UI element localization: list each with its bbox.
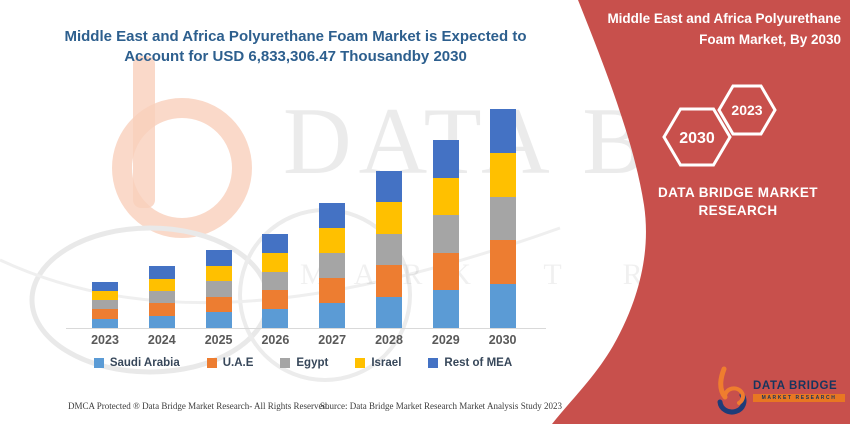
bar-2026-segment-egypt <box>262 271 289 291</box>
logo-subtitle: MARKET RESEARCH <box>761 395 837 401</box>
bar-2025-segment-rest-of-mea <box>205 250 232 266</box>
data-bridge-logo: DATA BRIDGE MARKET RESEARCH <box>712 364 850 418</box>
bar-2023-segment-rest-of-mea <box>92 281 118 291</box>
bar-2030-segment-israel <box>489 152 516 197</box>
footer-dmca-text: DMCA Protected ® Data Bridge Market Rese… <box>68 401 330 411</box>
bar-2023-segment-israel <box>92 290 118 301</box>
bar-2025 <box>205 250 232 328</box>
logo-name: DATA BRIDGE <box>753 380 838 392</box>
bar-2028-segment-rest-of-mea <box>376 170 402 203</box>
data-bridge-logo-icon <box>717 366 747 415</box>
bar-2027 <box>319 203 346 328</box>
bar-2026-segment-u-a-e <box>262 290 289 310</box>
bar-2025-segment-u-a-e <box>205 296 232 313</box>
bar-2029-segment-saudi-arabia <box>432 290 459 328</box>
bar-2026-segment-israel <box>262 252 289 272</box>
bar-2026 <box>262 234 289 328</box>
bar-2027-segment-rest-of-mea <box>319 203 346 229</box>
bar-2023-segment-saudi-arabia <box>92 318 118 328</box>
legend-item-egypt: Egypt <box>280 357 328 369</box>
bar-2029-segment-rest-of-mea <box>432 139 459 178</box>
legend-swatch-egypt <box>280 358 291 368</box>
bar-2027-segment-saudi-arabia <box>319 303 346 328</box>
bar-2027-segment-egypt <box>319 253 346 279</box>
bar-2030-segment-rest-of-mea <box>489 109 516 153</box>
bar-2028-segment-u-a-e <box>376 265 402 297</box>
x-tick-2024: 2024 <box>147 333 176 347</box>
legend: Saudi Arabia U.A.E Egypt Israel Rest of MEA <box>58 357 548 369</box>
bar-2028-segment-israel <box>376 202 402 234</box>
panel-title-line2: Foam Market, By 2030 <box>699 31 841 47</box>
bar-2023 <box>92 281 118 328</box>
legend-label-u-a-e: U.A.E <box>222 357 254 369</box>
x-tick-2025: 2025 <box>204 333 233 347</box>
bar-2023-segment-egypt <box>92 300 118 310</box>
bar-2024-segment-saudi-arabia <box>148 315 175 328</box>
bar-2027-segment-israel <box>319 228 346 254</box>
legend-item-israel: Israel <box>355 357 401 369</box>
panel-title-line1: Middle East and Africa Polyurethane <box>607 11 841 26</box>
logo-strip: MARKET RESEARCH <box>753 394 845 402</box>
legend-label-israel: Israel <box>371 357 402 369</box>
bar-2028 <box>376 170 402 328</box>
bar-2029-segment-u-a-e <box>432 252 459 291</box>
legend-item-rest-of-mea: Rest of MEA <box>428 357 512 369</box>
x-axis-labels: 2023 2024 2025 2026 2027 2028 2029 2030 <box>68 333 546 349</box>
bar-2029-segment-israel <box>432 177 459 216</box>
brand-wordmark: DATA BRIDGE MARKET RESEARCH <box>658 185 818 218</box>
x-axis-line <box>66 328 546 329</box>
bar-2030-segment-egypt <box>489 196 516 241</box>
bar-2026-segment-rest-of-mea <box>262 234 289 253</box>
legend-label-egypt: Egypt <box>296 357 329 369</box>
legend-swatch-u-a-e <box>206 358 217 368</box>
bar-2025-segment-saudi-arabia <box>205 312 232 328</box>
bar-2029 <box>432 139 459 328</box>
bar-2026-segment-saudi-arabia <box>262 309 289 328</box>
bar-2024-segment-u-a-e <box>148 303 175 316</box>
x-tick-2026: 2026 <box>261 333 290 347</box>
bar-2028-segment-saudi-arabia <box>376 296 402 328</box>
x-tick-2030: 2030 <box>488 333 517 347</box>
bar-2030-segment-saudi-arabia <box>489 284 516 328</box>
bar-2027-segment-u-a-e <box>319 278 346 304</box>
legend-swatch-rest-of-mea <box>428 358 439 368</box>
footer-source-text: Source: Data Bridge Market Research Mark… <box>320 401 562 411</box>
logo-text-block: DATA BRIDGE MARKET RESEARCH <box>753 380 845 402</box>
bar-2024-segment-rest-of-mea <box>148 266 175 279</box>
x-tick-2027: 2027 <box>318 333 347 347</box>
x-tick-2029: 2029 <box>431 333 460 347</box>
bar-2024-segment-egypt <box>148 290 175 304</box>
plot-area <box>68 109 546 328</box>
legend-item-saudi-arabia: Saudi Arabia <box>93 357 180 369</box>
bar-2029-segment-egypt <box>432 215 459 253</box>
x-tick-2028: 2028 <box>375 333 403 347</box>
legend-swatch-saudi-arabia <box>93 358 104 368</box>
legend-swatch-israel <box>355 358 366 368</box>
bar-2024 <box>148 266 175 328</box>
panel-title: Middle East and Africa Polyurethane Foam… <box>591 9 841 51</box>
chart-title: Middle East and Africa Polyurethane Foam… <box>64 28 527 66</box>
bar-2030 <box>489 109 516 328</box>
legend-label-rest-of-mea: Rest of MEA <box>444 357 513 369</box>
bar-2028-segment-egypt <box>376 233 402 266</box>
x-tick-2023: 2023 <box>91 333 119 347</box>
bar-2023-segment-u-a-e <box>92 309 118 319</box>
bar-2024-segment-israel <box>148 278 175 291</box>
bar-2025-segment-israel <box>205 265 232 282</box>
legend-item-u-a-e: U.A.E <box>206 357 254 369</box>
bar-2030-segment-u-a-e <box>489 240 516 285</box>
legend-label-saudi-arabia: Saudi Arabia <box>109 357 180 369</box>
bar-2025-segment-egypt <box>205 281 232 297</box>
